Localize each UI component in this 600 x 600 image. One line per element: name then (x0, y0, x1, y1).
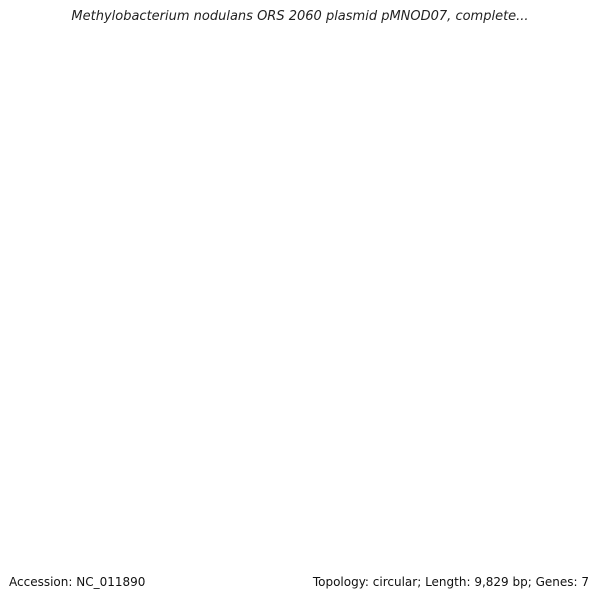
topology-summary: Topology: circular; Length: 9,829 bp; Ge… (312, 575, 589, 589)
accession-label: Accession: NC_011890 (9, 575, 146, 589)
map-title: Methylobacterium nodulans ORS 2060 plasm… (71, 9, 529, 24)
